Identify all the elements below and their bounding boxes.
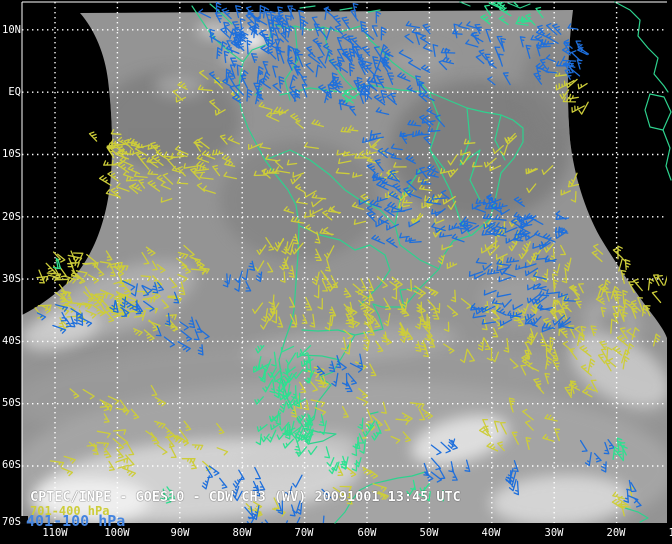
wind-barb-layer bbox=[34, 2, 667, 523]
lon-label: 70W bbox=[294, 527, 314, 539]
upper-level-winds bbox=[36, 2, 642, 523]
corner-tick-marker bbox=[19, 516, 28, 524]
grid-layer bbox=[22, 2, 667, 523]
lon-label: 50W bbox=[419, 527, 439, 539]
low-level-winds bbox=[52, 2, 628, 504]
lat-label: 30S bbox=[2, 273, 21, 285]
lon-label: 60W bbox=[357, 527, 377, 539]
map-frame bbox=[21, 1, 667, 523]
coastline-layer bbox=[191, 1, 672, 524]
mid-level-winds bbox=[34, 69, 667, 518]
product-caption: CPTEC/INPE - GOES10 - CDW CH3 (WV) 20091… bbox=[30, 489, 461, 505]
lat-label: 10S bbox=[2, 148, 21, 160]
legend-high-level: 401-100 hPa bbox=[26, 512, 126, 530]
lat-label: 50S bbox=[2, 397, 21, 409]
lon-label: 20W bbox=[606, 527, 626, 539]
legend-mid-level: 701-400 hPa bbox=[30, 504, 110, 518]
lon-label: 110W bbox=[42, 527, 68, 539]
lon-label: 100W bbox=[104, 527, 130, 539]
lat-label: 10N bbox=[2, 24, 21, 36]
lat-label: 60S bbox=[2, 459, 21, 471]
lon-label: 10W bbox=[668, 527, 672, 539]
lat-label: 70S bbox=[2, 516, 21, 528]
lon-label: 80W bbox=[232, 527, 252, 539]
lon-label: 90W bbox=[170, 527, 190, 539]
lon-label: 40W bbox=[481, 527, 501, 539]
lat-label: EQ bbox=[8, 86, 21, 98]
lat-label: 20S bbox=[2, 211, 21, 223]
lon-label: 30W bbox=[544, 527, 564, 539]
lat-label: 40S bbox=[2, 335, 21, 347]
